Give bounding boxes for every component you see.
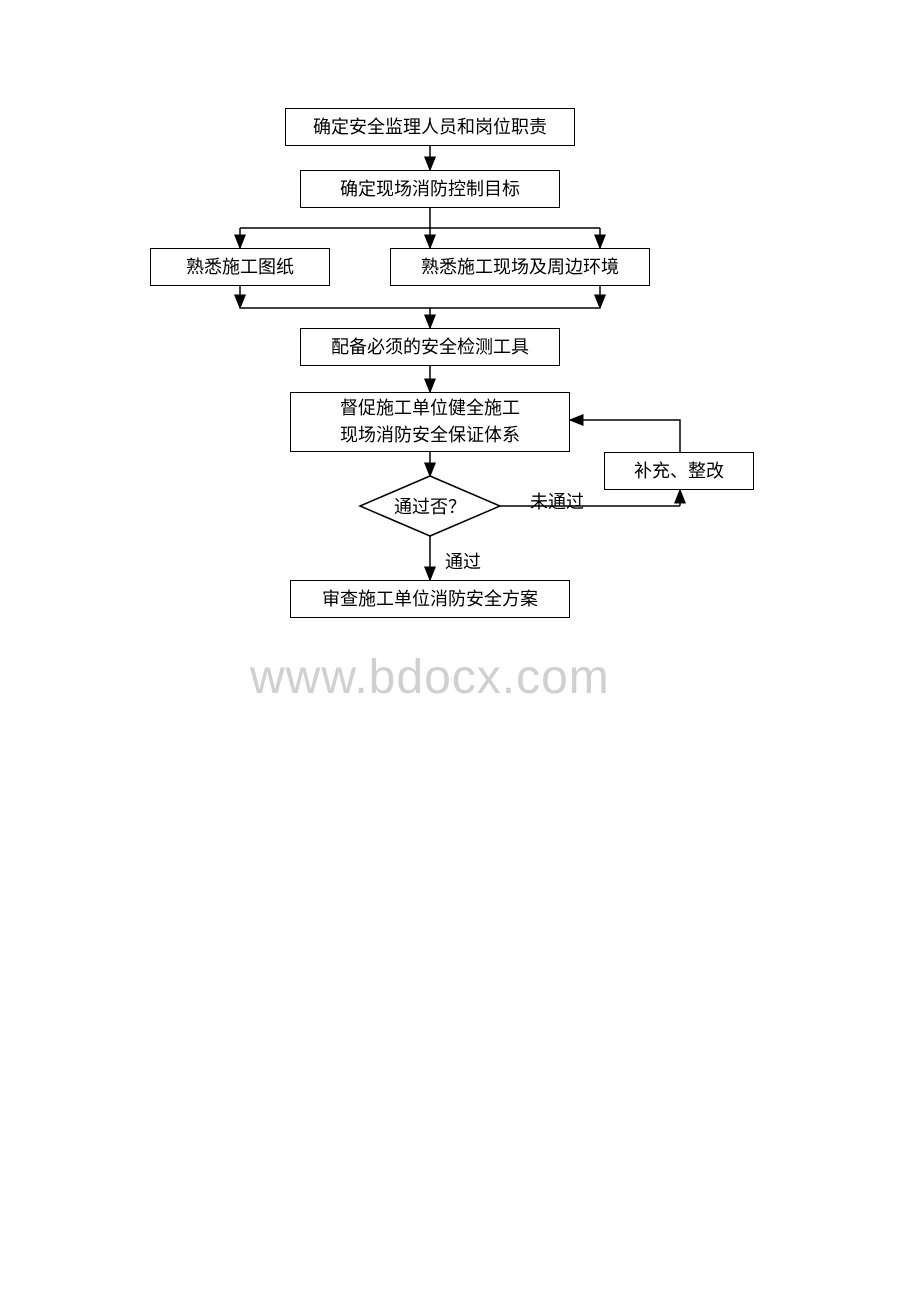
label-text: 未通过 (530, 492, 584, 512)
node-drawings: 熟悉施工图纸 (150, 248, 330, 286)
node-supplement-rectify: 补充、整改 (604, 452, 754, 490)
watermark-text: www.bdocx.com (250, 650, 610, 705)
node-label: 审查施工单位消防安全方案 (322, 586, 538, 613)
label-text: 通过 (445, 552, 481, 572)
node-safety-tools: 配备必须的安全检测工具 (300, 328, 560, 366)
node-label: 熟悉施工现场及周边环境 (421, 254, 619, 281)
watermark-label: www.bdocx.com (250, 651, 610, 704)
node-label: 确定现场消防控制目标 (340, 176, 520, 203)
node-label: 确定安全监理人员和岗位职责 (313, 114, 547, 141)
node-fire-control-target: 确定现场消防控制目标 (300, 170, 560, 208)
flowchart-container: 确定安全监理人员和岗位职责 确定现场消防控制目标 熟悉施工图纸 熟悉施工现场及周… (0, 0, 920, 700)
node-label: 熟悉施工图纸 (186, 254, 294, 281)
node-site-environment: 熟悉施工现场及周边环境 (390, 248, 650, 286)
node-safety-system: 督促施工单位健全施工 现场消防安全保证体系 (290, 392, 570, 452)
node-review-plan: 审查施工单位消防安全方案 (290, 580, 570, 618)
edge-label-fail: 未通过 (530, 488, 584, 514)
node-label: 补充、整改 (634, 458, 724, 485)
edge-label-pass: 通过 (445, 548, 481, 574)
node-label: 配备必须的安全检测工具 (331, 334, 529, 361)
node-personnel-duties: 确定安全监理人员和岗位职责 (285, 108, 575, 146)
decision-label: 通过否？ (394, 493, 466, 519)
node-label: 督促施工单位健全施工 现场消防安全保证体系 (340, 395, 520, 449)
decision-pass: 通过否？ (360, 476, 500, 536)
